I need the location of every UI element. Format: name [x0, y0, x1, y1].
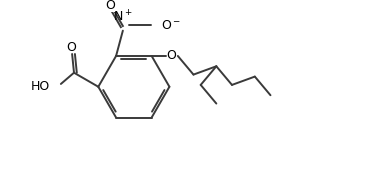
Text: O: O	[66, 41, 76, 54]
Text: O: O	[166, 49, 176, 63]
Text: O: O	[105, 0, 115, 12]
Text: N$^+$: N$^+$	[113, 10, 133, 25]
Text: O$^-$: O$^-$	[161, 18, 181, 31]
Text: HO: HO	[30, 80, 50, 93]
